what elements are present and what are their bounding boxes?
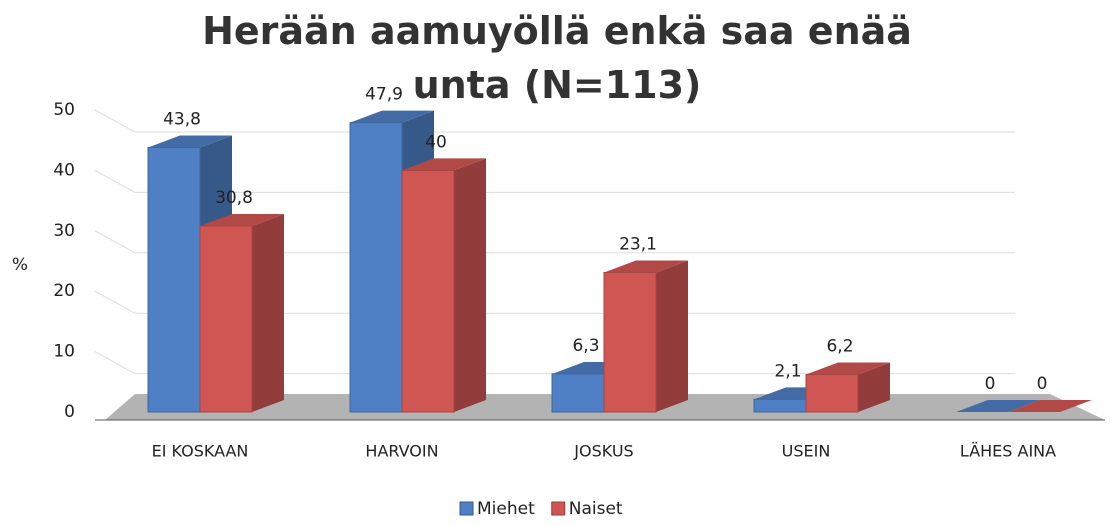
bar bbox=[349, 122, 403, 413]
bar-top bbox=[956, 400, 1040, 412]
grid-line bbox=[94, 169, 136, 193]
x-tick-label: EI KOSKAAN bbox=[152, 442, 249, 461]
bar bbox=[401, 169, 455, 413]
data-label: 2,1 bbox=[774, 361, 801, 381]
grid-line bbox=[94, 109, 136, 133]
x-tick-label: HARVOIN bbox=[365, 442, 438, 461]
legend-swatch bbox=[459, 501, 474, 516]
bar bbox=[551, 373, 605, 413]
bar-side bbox=[252, 213, 284, 412]
data-label: 23,1 bbox=[619, 234, 657, 254]
x-tick-label: USEIN bbox=[782, 442, 831, 461]
bar-top bbox=[148, 135, 232, 148]
x-tick-label: JOSKUS bbox=[573, 442, 633, 461]
y-tick-label: 50 bbox=[53, 100, 75, 120]
data-label: 30,8 bbox=[215, 188, 253, 208]
bar bbox=[147, 146, 201, 413]
bar-side bbox=[454, 158, 486, 412]
bar-top bbox=[806, 362, 890, 375]
legend-swatch bbox=[551, 501, 566, 516]
grid-line bbox=[94, 290, 136, 314]
data-label: 6,2 bbox=[826, 337, 853, 357]
legend-label: Miehet bbox=[477, 499, 535, 519]
bar-side bbox=[656, 260, 688, 412]
grid-line bbox=[94, 351, 136, 375]
y-tick-label: 0 bbox=[64, 402, 75, 422]
bar bbox=[753, 398, 807, 413]
data-label: 0 bbox=[985, 374, 996, 394]
bar-side bbox=[858, 362, 890, 412]
y-tick-label: 20 bbox=[53, 281, 75, 301]
data-label: 47,9 bbox=[365, 85, 403, 105]
chart-title: Herään aamuyöllä enkä saa enää unta (N=1… bbox=[202, 9, 912, 107]
bar-top bbox=[200, 213, 284, 226]
data-label: 43,8 bbox=[163, 109, 201, 129]
grid-line bbox=[94, 230, 136, 254]
y-axis-label: % bbox=[12, 255, 28, 275]
bar-top bbox=[350, 110, 434, 123]
y-tick-label: 10 bbox=[53, 342, 75, 362]
data-label: 0 bbox=[1037, 374, 1048, 394]
bar-top bbox=[402, 158, 486, 171]
y-tick-label: 30 bbox=[53, 221, 75, 241]
x-tick-label: LÄHES AINA bbox=[960, 442, 1056, 461]
bar-top bbox=[604, 260, 688, 273]
legend-label: Naiset bbox=[569, 499, 623, 519]
bar bbox=[199, 225, 253, 413]
data-label: 6,3 bbox=[572, 336, 599, 356]
bar-top bbox=[1008, 400, 1092, 412]
bar bbox=[805, 374, 859, 413]
data-label: 40 bbox=[425, 132, 447, 152]
bar bbox=[603, 271, 657, 413]
y-tick-label: 40 bbox=[53, 160, 75, 180]
